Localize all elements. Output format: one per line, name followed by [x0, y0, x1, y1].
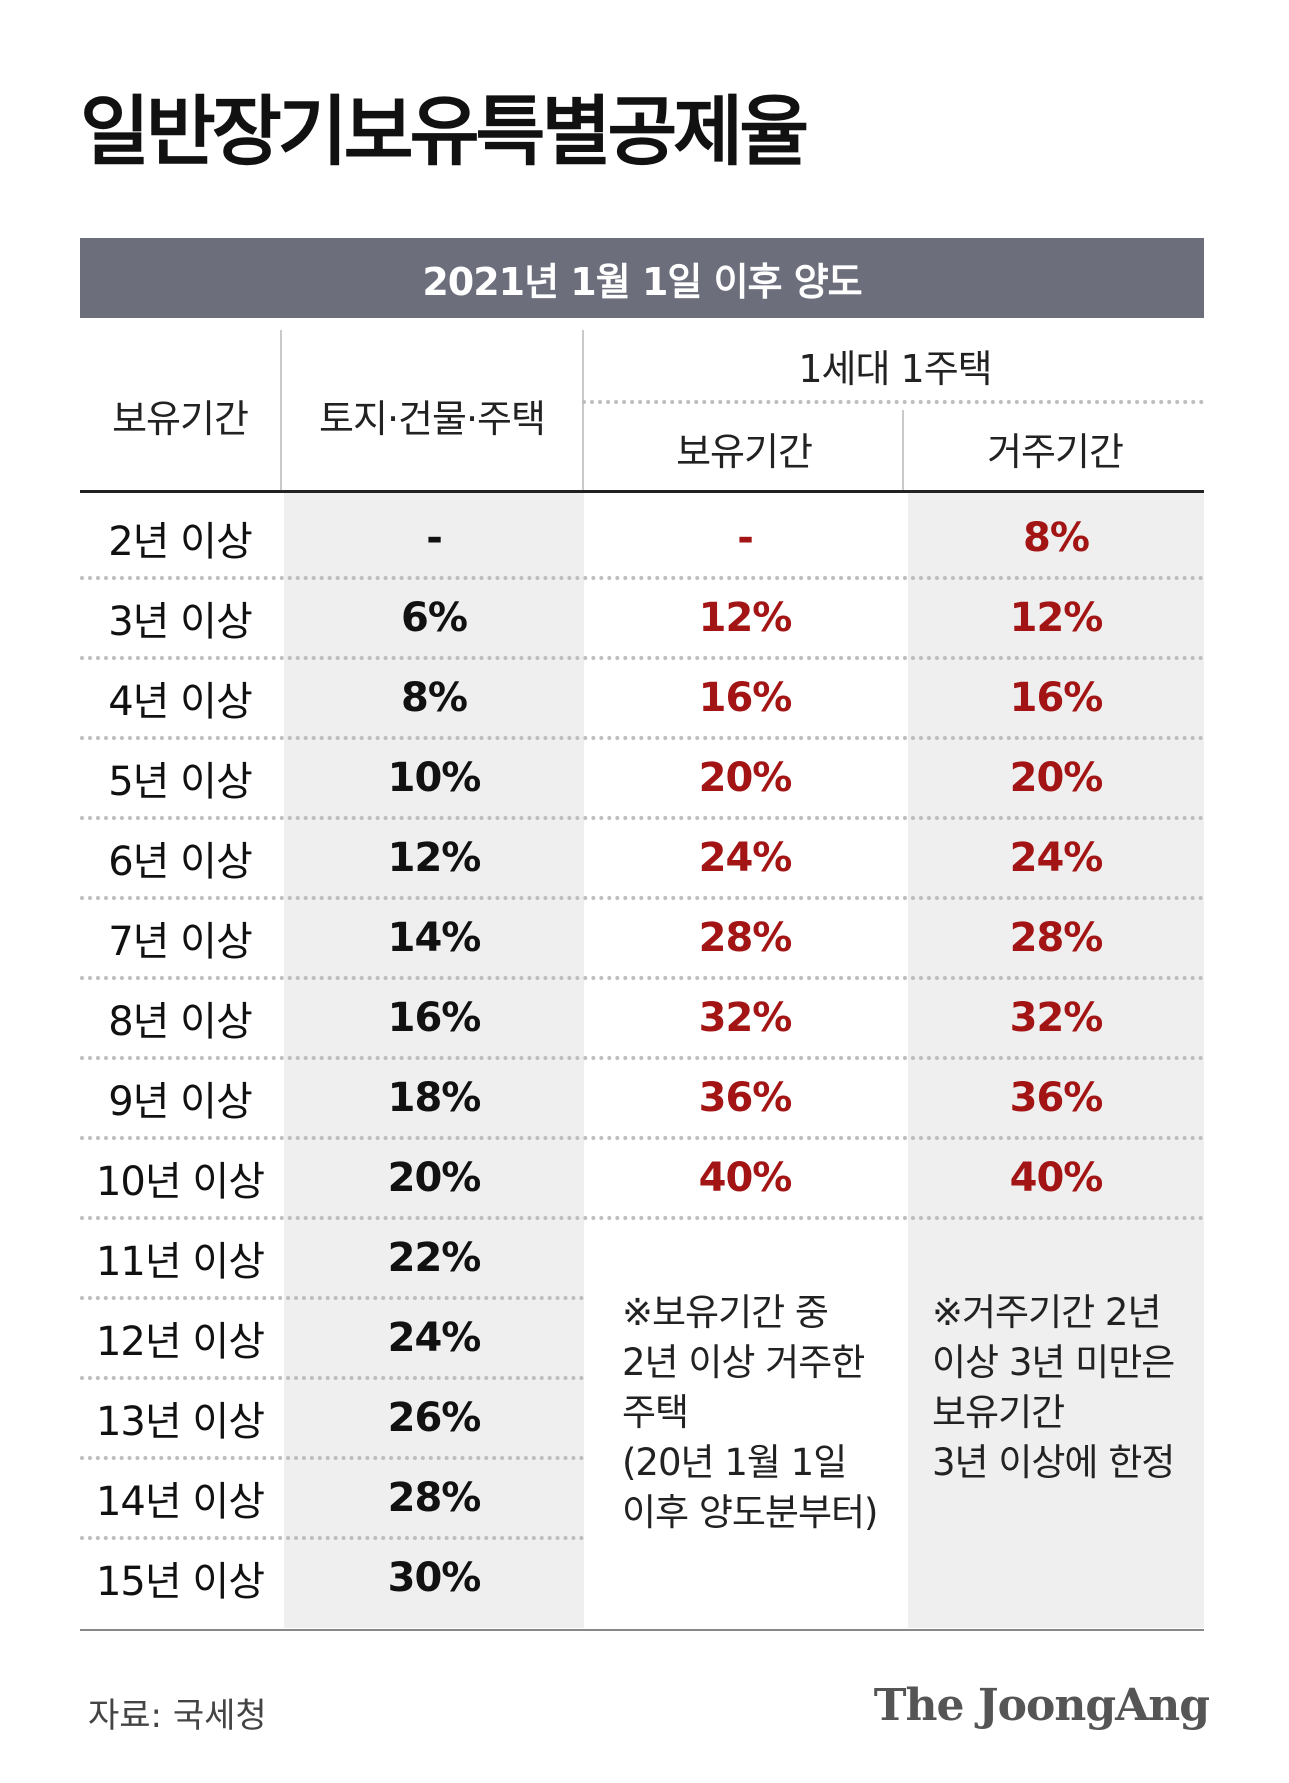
row-period: 12년 이상: [95, 1319, 265, 1365]
row-residence-rate: 8%: [1023, 515, 1090, 561]
brand-logo: The JoongAng: [873, 1680, 1210, 1731]
holding-note-line: (20년 1월 1일: [622, 1441, 847, 1484]
residence-note-line: 이상 3년 미만은: [932, 1341, 1175, 1384]
land-column-shade: [284, 492, 584, 1628]
row-land-rate: 28%: [387, 1475, 482, 1521]
row-residence-rate: 36%: [1009, 1075, 1104, 1121]
row-period: 15년 이상: [95, 1559, 265, 1605]
row-holding-rate: 20%: [698, 755, 793, 801]
header-land: 토지·건물·주택: [319, 397, 546, 441]
header-period: 보유기간: [112, 397, 249, 441]
row-period: 5년 이상: [108, 759, 253, 805]
holding-note: ※보유기간 중 2년 이상 거주한 주택 (20년 1월 1일 이후 양도분부터…: [622, 1288, 878, 1538]
row-period: 9년 이상: [108, 1079, 253, 1125]
row-divider: [80, 1376, 584, 1380]
row-divider: [80, 1136, 1204, 1140]
residence-note: ※거주기간 2년 이상 3년 미만은 보유기간 3년 이상에 한정: [932, 1288, 1175, 1488]
row-residence-rate: 40%: [1009, 1155, 1104, 1201]
row-period: 4년 이상: [108, 679, 253, 725]
row-divider: [80, 656, 1204, 660]
row-holding-rate: 12%: [698, 595, 793, 641]
row-land-rate: 20%: [387, 1155, 482, 1201]
header-separator: [280, 330, 282, 490]
row-residence-rate: 12%: [1009, 595, 1104, 641]
row-land-rate: 16%: [387, 995, 482, 1041]
row-land-rate: 30%: [387, 1555, 482, 1601]
header-holding: 보유기간: [676, 430, 813, 474]
row-residence-rate: 24%: [1009, 835, 1104, 881]
chart-title: 일반장기보유특별공제율: [80, 87, 809, 176]
row-divider: [80, 1296, 584, 1300]
row-land-rate: 6%: [401, 595, 468, 641]
header-separator: [902, 410, 904, 490]
holding-note-line: 주택: [622, 1391, 689, 1434]
row-period: 14년 이상: [95, 1479, 265, 1525]
row-divider: [80, 576, 1204, 580]
row-divider: [80, 896, 1204, 900]
row-period: 6년 이상: [108, 839, 253, 885]
row-residence-rate: 16%: [1009, 675, 1104, 721]
row-land-rate: 8%: [401, 675, 468, 721]
row-land-rate: 18%: [387, 1075, 482, 1121]
row-land-rate: 10%: [387, 755, 482, 801]
holding-note-line: ※보유기간 중: [622, 1291, 829, 1334]
row-land-rate: 22%: [387, 1235, 482, 1281]
row-period: 13년 이상: [95, 1399, 265, 1445]
row-divider: [80, 736, 1204, 740]
row-period: 10년 이상: [95, 1159, 265, 1205]
holding-note-line: 2년 이상 거주한: [622, 1341, 865, 1384]
row-holding-rate: 28%: [698, 915, 793, 961]
row-residence-rate: 32%: [1009, 995, 1104, 1041]
row-divider: [80, 1056, 1204, 1060]
row-land-rate: -: [426, 515, 443, 561]
row-land-rate: 24%: [387, 1315, 482, 1361]
header-divider: [582, 400, 1204, 404]
row-land-rate: 26%: [387, 1395, 482, 1441]
residence-column-shade: [908, 492, 1204, 1628]
row-period: 8년 이상: [108, 999, 253, 1045]
row-period: 7년 이상: [108, 919, 253, 965]
row-divider: [80, 1216, 1204, 1220]
residence-note-line: 3년 이상에 한정: [932, 1441, 1175, 1484]
residence-note-line: 보유기간: [932, 1391, 1065, 1434]
row-holding-rate: 24%: [698, 835, 793, 881]
header-residence: 거주기간: [987, 430, 1124, 474]
row-divider: [80, 976, 1204, 980]
row-land-rate: 12%: [387, 835, 482, 881]
row-land-rate: 14%: [387, 915, 482, 961]
row-divider: [80, 816, 1204, 820]
row-period: 11년 이상: [95, 1239, 265, 1285]
row-residence-rate: 28%: [1009, 915, 1104, 961]
header-separator: [582, 330, 584, 490]
header-rule: [80, 490, 1204, 493]
header-group: 1세대 1주택: [798, 347, 992, 391]
row-holding-rate: 16%: [698, 675, 793, 721]
row-holding-rate: 32%: [698, 995, 793, 1041]
period-banner: 2021년 1월 1일 이후 양도: [80, 238, 1204, 318]
row-residence-rate: 20%: [1009, 755, 1104, 801]
row-period: 2년 이상: [108, 519, 253, 565]
row-divider: [80, 1536, 584, 1540]
table-bottom-rule: [80, 1629, 1204, 1631]
row-period: 3년 이상: [108, 599, 253, 645]
row-holding-rate: 40%: [698, 1155, 793, 1201]
residence-note-line: ※거주기간 2년: [932, 1291, 1162, 1334]
source-note: 자료: 국세청: [88, 1696, 267, 1736]
row-holding-rate: -: [737, 515, 754, 561]
row-divider: [80, 1456, 584, 1460]
row-holding-rate: 36%: [698, 1075, 793, 1121]
holding-note-line: 이후 양도분부터): [622, 1491, 878, 1534]
